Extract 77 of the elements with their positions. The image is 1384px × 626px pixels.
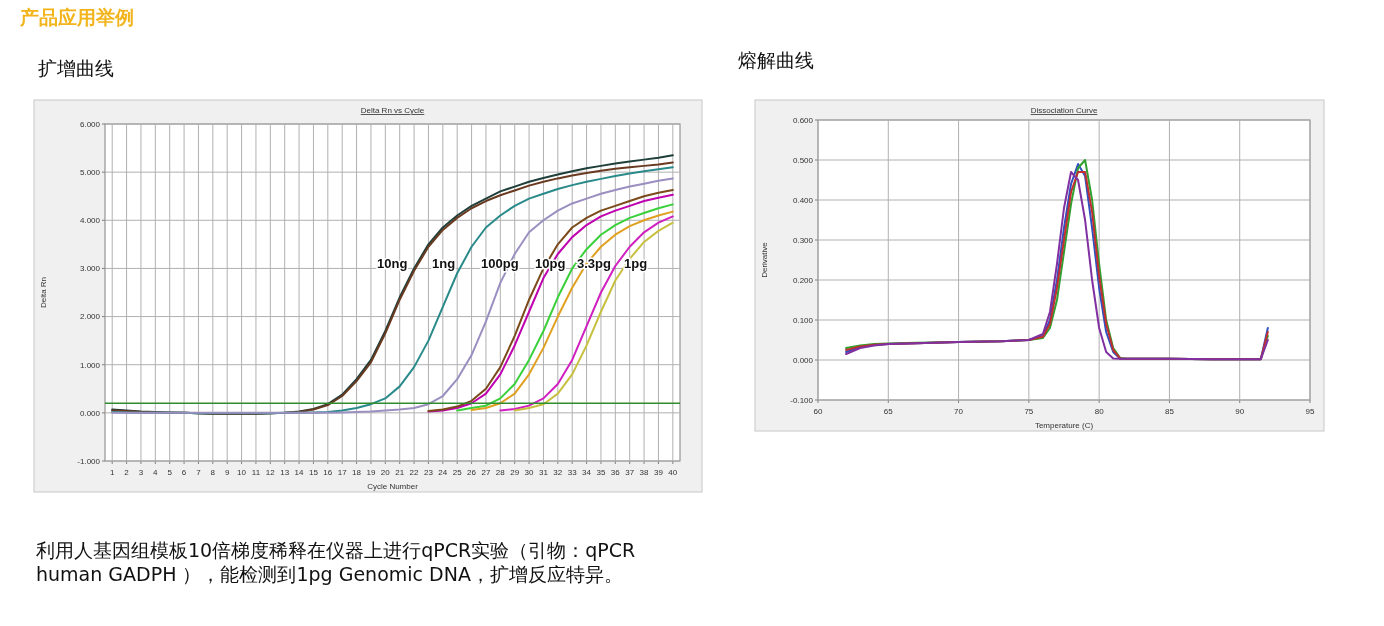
y-tick-label: 6.000 [79, 119, 101, 129]
y-axis-title: Delta Rn [39, 276, 48, 309]
y-tick-label: 0.600 [792, 115, 814, 125]
y-tick-label: 0.000 [79, 408, 101, 418]
x-tick-label: 27 [481, 468, 491, 477]
annotation: 10ng [377, 256, 408, 271]
y-tick-label: 0.400 [792, 195, 814, 205]
x-tick-label: 5 [167, 468, 173, 477]
x-tick-label: 30 [524, 468, 535, 477]
x-tick-label: 38 [639, 468, 650, 477]
x-tick-label: 15 [308, 468, 319, 477]
x-tick-label: 12 [265, 468, 276, 477]
x-tick-label: 36 [610, 468, 621, 477]
y-tick-label: 0.500 [792, 155, 814, 165]
x-tick-label: 28 [495, 468, 506, 477]
x-tick-label: 17 [337, 468, 348, 477]
x-tick-label: 18 [352, 468, 362, 477]
text: 产品应用举例 [19, 6, 134, 28]
x-tick-label: 75 [1024, 407, 1034, 416]
x-tick-label: 40 [668, 468, 678, 477]
x-tick-label: 7 [196, 468, 202, 477]
y-tick-label: 4.000 [79, 216, 101, 226]
x-tick-label: 85 [1164, 407, 1175, 416]
x-tick-label: 6 [181, 468, 187, 477]
text: 利用人基因组模板10倍梯度稀释在仪器上进行qPCR实验（引物：qPCR human GADPH ），能检测到1pg Genomic DNA，扩增反应特异。 [36, 538, 637, 586]
x-tick-label: 95 [1305, 407, 1315, 416]
x-tick-label: 26 [467, 468, 477, 477]
x-tick-label: 33 [567, 468, 578, 477]
x-tick-label: 13 [280, 468, 290, 477]
y-tick-label: 2.000 [79, 312, 101, 322]
x-tick-label: 19 [366, 468, 376, 477]
x-tick-label: 14 [294, 468, 305, 477]
x-tick-label: 9 [224, 468, 230, 477]
x-tick-label: 2 [124, 468, 130, 477]
x-tick-label: 80 [1094, 407, 1105, 416]
x-tick-label: 1 [109, 468, 115, 477]
x-tick-label: 3 [138, 468, 144, 477]
annotation: 100pg [481, 256, 519, 271]
x-tick-label: 31 [538, 468, 549, 477]
x-tick-label: 11 [251, 468, 261, 477]
x-tick-label: 25 [452, 468, 463, 477]
chart-subtitle: 熔解曲线 [738, 49, 814, 71]
x-tick-label: 34 [582, 468, 592, 477]
y-tick-label: 0.000 [792, 355, 814, 365]
x-tick-label: 23 [423, 468, 434, 477]
x-tick-label: 32 [553, 468, 563, 477]
x-tick-label: 65 [883, 407, 894, 416]
chart-title: Delta Rn vs Cycle [360, 106, 425, 115]
x-axis-title: Temperature (C) [1034, 421, 1094, 430]
x-tick-label: 10 [237, 468, 247, 477]
y-axis-title: Derivative [760, 241, 769, 278]
y-tick-label: 1.000 [79, 360, 101, 370]
x-axis-title: Cycle Number [367, 482, 419, 491]
y-tick-label: -1.000 [77, 456, 101, 466]
x-tick-label: 60 [813, 407, 823, 416]
x-tick-label: 37 [625, 468, 635, 477]
annotation: 1ng [432, 256, 456, 271]
y-tick-label: 0.300 [792, 235, 814, 245]
x-tick-label: 24 [438, 468, 448, 477]
x-tick-label: 90 [1235, 407, 1245, 416]
x-tick-label: 16 [323, 468, 333, 477]
y-tick-label: 0.100 [792, 315, 814, 325]
x-tick-label: 4 [153, 468, 159, 477]
chart-subtitle: 扩增曲线 [38, 57, 114, 79]
x-tick-label: 35 [596, 468, 606, 477]
y-tick-label: 0.200 [792, 275, 814, 285]
x-tick-label: 39 [653, 468, 664, 477]
x-tick-label: 21 [395, 468, 405, 477]
chart-title: Dissociation Curve [1030, 106, 1098, 115]
x-tick-label: 29 [510, 468, 520, 477]
x-tick-label: 20 [380, 468, 391, 477]
y-tick-label: 5.000 [79, 167, 101, 177]
y-tick-label: -0.100 [790, 395, 814, 405]
x-tick-label: 22 [409, 468, 420, 477]
x-tick-label: 8 [210, 468, 216, 477]
y-tick-label: 3.000 [79, 264, 101, 274]
x-tick-label: 70 [954, 407, 964, 416]
